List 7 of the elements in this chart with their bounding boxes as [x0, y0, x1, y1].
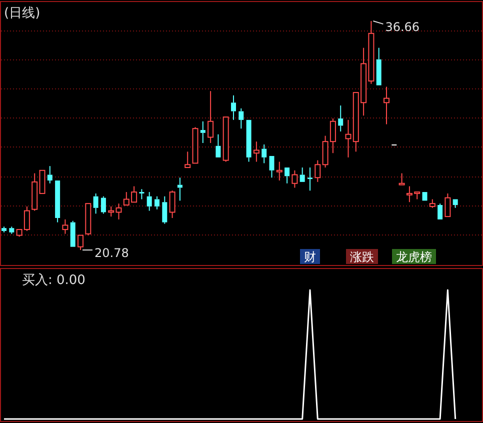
annotation: 龙虎榜 — [396, 250, 432, 264]
annotation: 涨跌 — [350, 250, 374, 264]
annotation: 财 — [304, 250, 316, 264]
chart-title: (日线) — [4, 6, 40, 21]
chart-title: 买入: 0.00 — [22, 273, 86, 288]
annotation: 36.66 — [385, 20, 420, 34]
annotation: 20.78 — [94, 246, 129, 260]
